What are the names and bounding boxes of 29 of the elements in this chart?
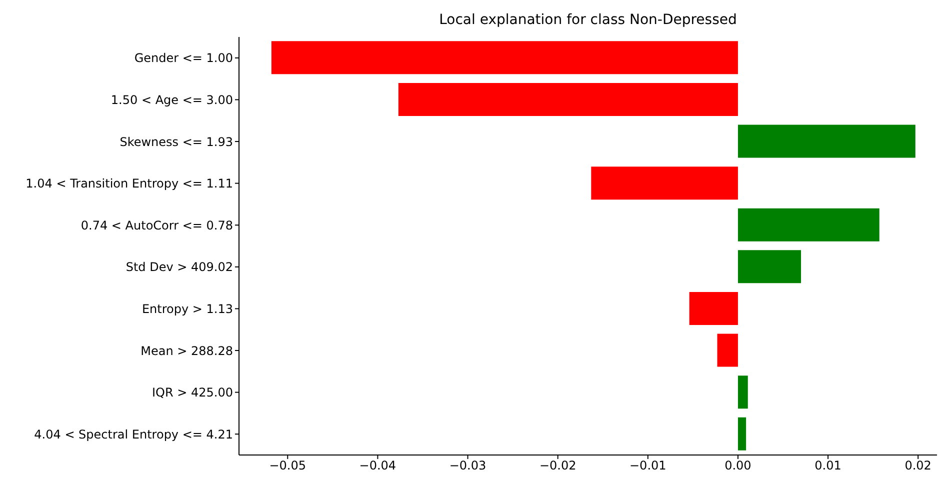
y-tick-label: Mean > 288.28 (140, 344, 233, 358)
y-tick-label: Entropy > 1.13 (142, 302, 233, 316)
x-tick-label: −0.01 (630, 458, 666, 473)
bar (738, 124, 916, 158)
y-tick-label: 1.04 < Transition Entropy <= 1.11 (26, 176, 233, 191)
chart-title: Local explanation for class Non-Depressed (438, 12, 738, 28)
bar (738, 417, 746, 450)
x-tick-label: 0.00 (724, 458, 752, 473)
bar (738, 250, 802, 284)
y-tick-label: 0.74 < AutoCorr <= 0.78 (80, 218, 233, 232)
x-tick-label: −0.02 (539, 458, 576, 473)
bar (738, 376, 748, 409)
bar (591, 166, 738, 200)
y-tick-label: Std Dev > 409.02 (126, 260, 233, 274)
x-tick-label: 0.01 (814, 458, 842, 473)
bar (398, 82, 738, 116)
y-tick-label: 4.04 < Spectral Entropy <= 4.21 (34, 427, 233, 442)
y-tick-label: Skewness <= 1.93 (120, 134, 233, 149)
bar (717, 334, 738, 367)
y-tick-label: Gender <= 1.00 (134, 51, 233, 66)
x-tick-label: −0.05 (269, 458, 306, 473)
y-tick-label: 1.50 < Age <= 3.00 (110, 92, 233, 107)
x-tick-label: −0.03 (449, 458, 486, 473)
bar (738, 208, 880, 242)
bar (689, 292, 738, 325)
y-tick-label: IQR > 425.00 (152, 386, 233, 400)
bar (271, 41, 738, 74)
x-tick-label: 0.02 (904, 458, 932, 473)
x-tick-label: −0.04 (359, 458, 396, 473)
